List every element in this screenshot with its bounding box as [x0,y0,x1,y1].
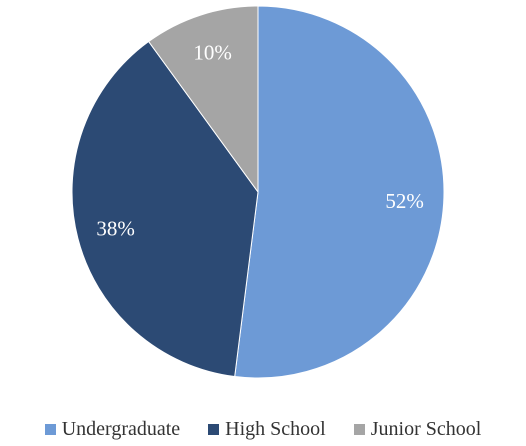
legend-item-junior-school: Junior School [353,417,482,441]
chart-legend: Undergraduate High School Junior School [0,414,526,444]
legend-swatch [208,423,220,435]
legend-item-high-school: High School [208,418,326,441]
pie-slices [71,5,445,379]
pie-data-labels: 52% 38% 10% [96,40,423,240]
legend-swatch [44,423,56,435]
data-label-high-school: 38% [96,217,135,241]
data-label-junior-school: 10% [193,40,232,64]
legend-label: Junior School [370,417,482,440]
data-label-undergraduate: 52% [385,189,424,213]
pie-slice-junior-school [147,5,259,194]
legend-item-undergraduate: Undergraduate [44,417,181,441]
legend-label: Undergraduate [61,417,181,440]
pie-slice-undergraduate [234,5,445,379]
pie-slice-high-school [71,40,259,378]
legend-swatch [353,423,365,435]
legend-label: High School [225,417,326,440]
